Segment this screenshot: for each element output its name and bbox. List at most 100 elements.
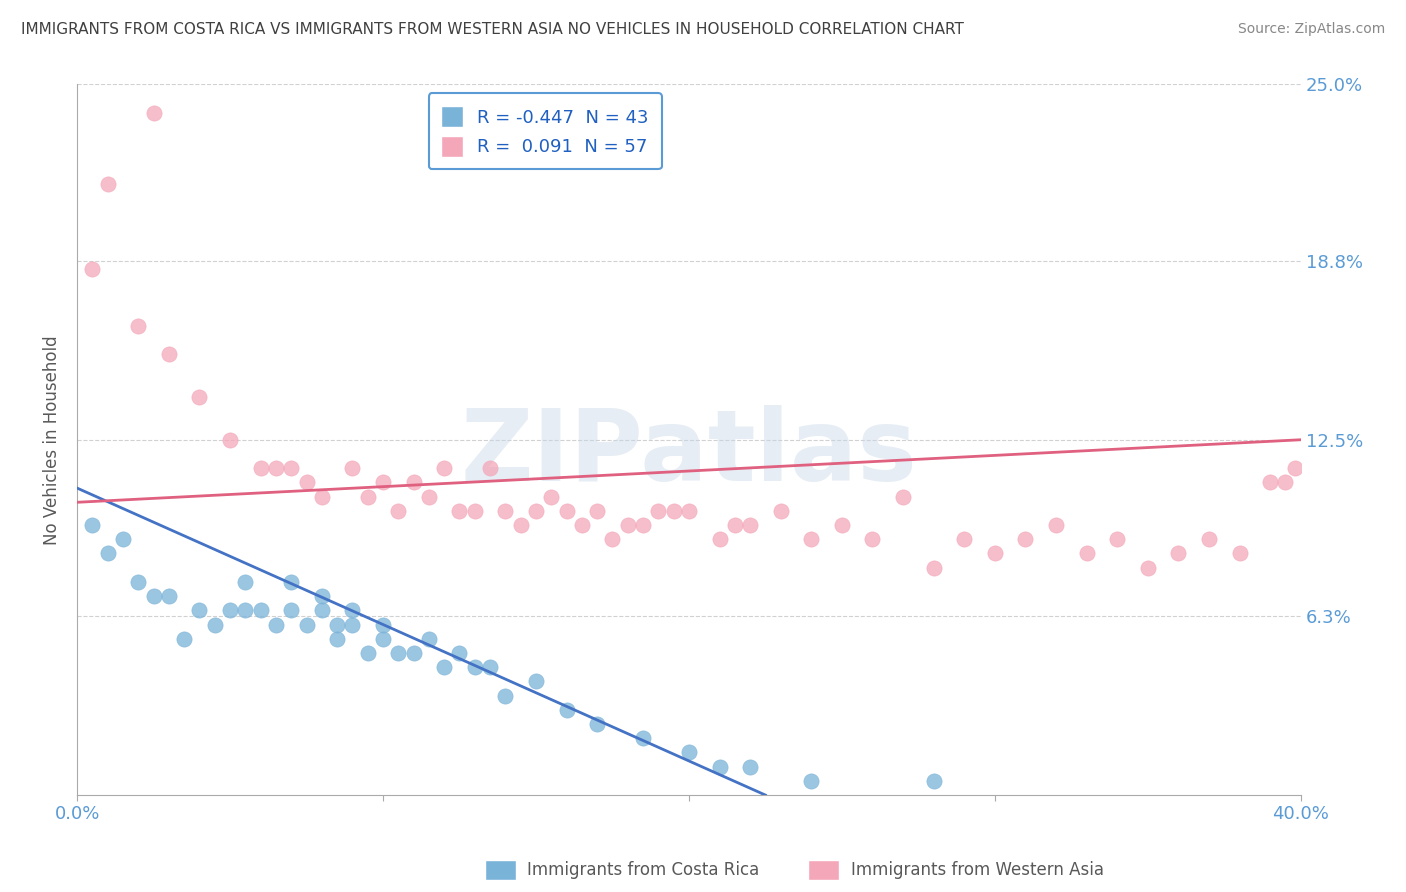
Text: ZIPatlas: ZIPatlas — [461, 406, 917, 502]
Point — [433, 461, 456, 475]
Point — [449, 646, 471, 660]
Point — [402, 475, 425, 490]
Point — [326, 632, 349, 646]
Point — [371, 617, 394, 632]
Point — [97, 177, 120, 191]
Point — [219, 433, 242, 447]
Point — [1014, 533, 1036, 547]
Point — [678, 746, 700, 760]
Point — [295, 475, 318, 490]
Text: Source: ZipAtlas.com: Source: ZipAtlas.com — [1237, 22, 1385, 37]
Point — [264, 617, 287, 632]
Point — [342, 617, 364, 632]
Point — [586, 504, 609, 518]
Point — [709, 533, 731, 547]
Point — [142, 106, 165, 120]
Point — [371, 475, 394, 490]
Point — [586, 717, 609, 731]
Point — [357, 490, 380, 504]
Text: Immigrants from Western Asia: Immigrants from Western Asia — [851, 861, 1104, 879]
Point — [402, 646, 425, 660]
Point — [82, 518, 104, 533]
Point — [249, 461, 271, 475]
Point — [769, 504, 792, 518]
Point — [249, 603, 271, 617]
Point — [1167, 546, 1189, 560]
Point — [418, 632, 440, 646]
Point — [524, 504, 547, 518]
Point — [111, 533, 134, 547]
Point — [800, 533, 823, 547]
Point — [219, 603, 242, 617]
Point — [984, 546, 1007, 560]
Point — [540, 490, 562, 504]
Point — [1045, 518, 1067, 533]
Point — [1284, 461, 1306, 475]
Point — [82, 262, 104, 277]
Point — [862, 533, 884, 547]
Y-axis label: No Vehicles in Household: No Vehicles in Household — [44, 334, 60, 544]
Point — [127, 574, 149, 589]
Point — [1076, 546, 1098, 560]
Point — [662, 504, 685, 518]
Point — [418, 490, 440, 504]
Point — [571, 518, 593, 533]
Point — [295, 617, 318, 632]
Point — [616, 518, 638, 533]
Point — [280, 574, 302, 589]
Point — [678, 504, 700, 518]
Point — [173, 632, 195, 646]
Point — [342, 461, 364, 475]
Point — [647, 504, 669, 518]
Point — [800, 773, 823, 788]
Point — [311, 589, 333, 603]
Point — [1274, 475, 1296, 490]
Point — [326, 617, 349, 632]
Point — [387, 504, 409, 518]
Point — [555, 703, 578, 717]
Point — [449, 504, 471, 518]
Text: Immigrants from Costa Rica: Immigrants from Costa Rica — [527, 861, 759, 879]
Point — [188, 390, 211, 404]
Point — [1136, 560, 1159, 574]
Legend: R = -0.447  N = 43, R =  0.091  N = 57: R = -0.447 N = 43, R = 0.091 N = 57 — [429, 94, 662, 169]
Point — [479, 660, 502, 674]
Point — [464, 660, 486, 674]
Point — [142, 589, 165, 603]
Point — [387, 646, 409, 660]
Point — [740, 518, 762, 533]
Point — [1258, 475, 1281, 490]
Point — [479, 461, 502, 475]
Point — [280, 461, 302, 475]
Point — [97, 546, 120, 560]
Point — [831, 518, 853, 533]
Point — [922, 773, 945, 788]
Point — [922, 560, 945, 574]
Point — [1107, 533, 1129, 547]
Point — [524, 674, 547, 689]
Point — [157, 589, 180, 603]
Point — [235, 603, 257, 617]
Point — [157, 347, 180, 361]
Point — [342, 603, 364, 617]
Point — [204, 617, 226, 632]
Point — [264, 461, 287, 475]
Point — [280, 603, 302, 617]
Point — [1229, 546, 1251, 560]
Point — [953, 533, 976, 547]
Point — [433, 660, 456, 674]
Point — [724, 518, 747, 533]
Point — [311, 490, 333, 504]
Point — [235, 574, 257, 589]
Point — [311, 603, 333, 617]
Point — [709, 759, 731, 773]
Point — [1198, 533, 1220, 547]
Point — [509, 518, 531, 533]
Point — [371, 632, 394, 646]
Text: IMMIGRANTS FROM COSTA RICA VS IMMIGRANTS FROM WESTERN ASIA NO VEHICLES IN HOUSEH: IMMIGRANTS FROM COSTA RICA VS IMMIGRANTS… — [21, 22, 965, 37]
Point — [740, 759, 762, 773]
Point — [891, 490, 914, 504]
Point — [602, 533, 624, 547]
Point — [357, 646, 380, 660]
Point — [494, 689, 516, 703]
